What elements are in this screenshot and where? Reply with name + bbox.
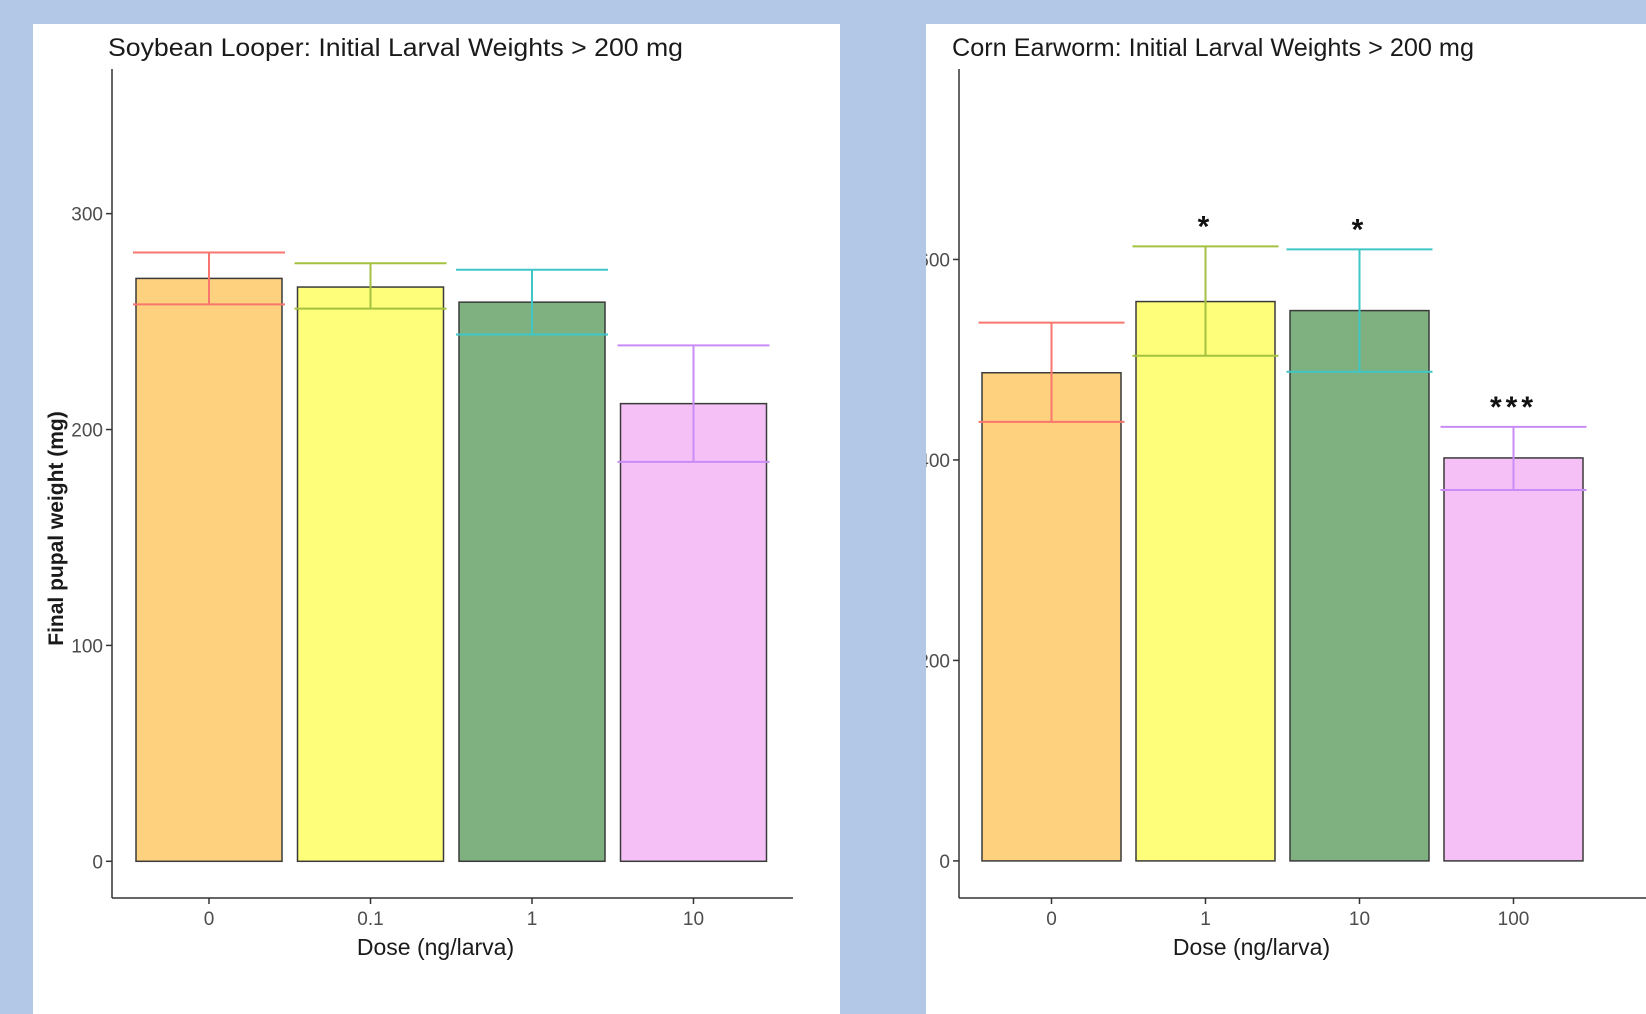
bar	[981, 371, 1122, 862]
bar	[619, 402, 768, 863]
y-tick-label: 0	[939, 852, 950, 873]
chart-title: Corn Earworm: Initial Larval Weights > 2…	[952, 34, 1474, 62]
x-tick-label: 0.1	[357, 909, 383, 930]
x-tick-label: 0	[204, 909, 215, 930]
bar	[1443, 457, 1584, 862]
x-tick-label: 10	[1349, 909, 1370, 930]
chart-title: Soybean Looper: Initial Larval Weights >…	[108, 34, 683, 62]
x-axis-label: Dose (ng/larva)	[357, 934, 514, 960]
bar	[296, 286, 445, 863]
x-tick-label: 100	[1498, 909, 1530, 930]
x-tick-label: 1	[1200, 909, 1211, 930]
y-tick-label: 100	[71, 636, 103, 657]
bar	[1289, 309, 1430, 862]
x-axis-label: Dose (ng/larva)	[1173, 934, 1330, 960]
chart-panel-corn-earworm: Corn Earworm: Initial Larval Weights > 2…	[926, 24, 1646, 1014]
y-axis-label: Final pupal weight (mg)	[45, 411, 68, 646]
soybean-looper-bar-chart: Soybean Looper: Initial Larval Weights >…	[45, 34, 793, 960]
significance-marker: ***	[1490, 391, 1537, 424]
y-tick-label: 0	[92, 852, 103, 873]
y-tick-label: 400	[926, 451, 950, 472]
bar	[135, 277, 283, 863]
chart-panel-soybean-looper: Soybean Looper: Initial Larval Weights >…	[33, 24, 840, 1014]
corn-earworm-bar-chart: Corn Earworm: Initial Larval Weights > 2…	[926, 34, 1646, 960]
x-tick-label: 10	[683, 909, 704, 930]
y-tick-label: 600	[926, 250, 950, 271]
x-tick-label: 0	[1046, 909, 1057, 930]
y-tick-label: 200	[71, 421, 103, 442]
significance-marker: *	[1352, 213, 1368, 246]
bar	[1135, 300, 1276, 862]
bar	[458, 301, 606, 863]
significance-marker: *	[1198, 210, 1214, 243]
y-tick-label: 200	[926, 651, 950, 672]
y-tick-label: 300	[71, 205, 103, 226]
x-tick-label: 1	[527, 909, 538, 930]
